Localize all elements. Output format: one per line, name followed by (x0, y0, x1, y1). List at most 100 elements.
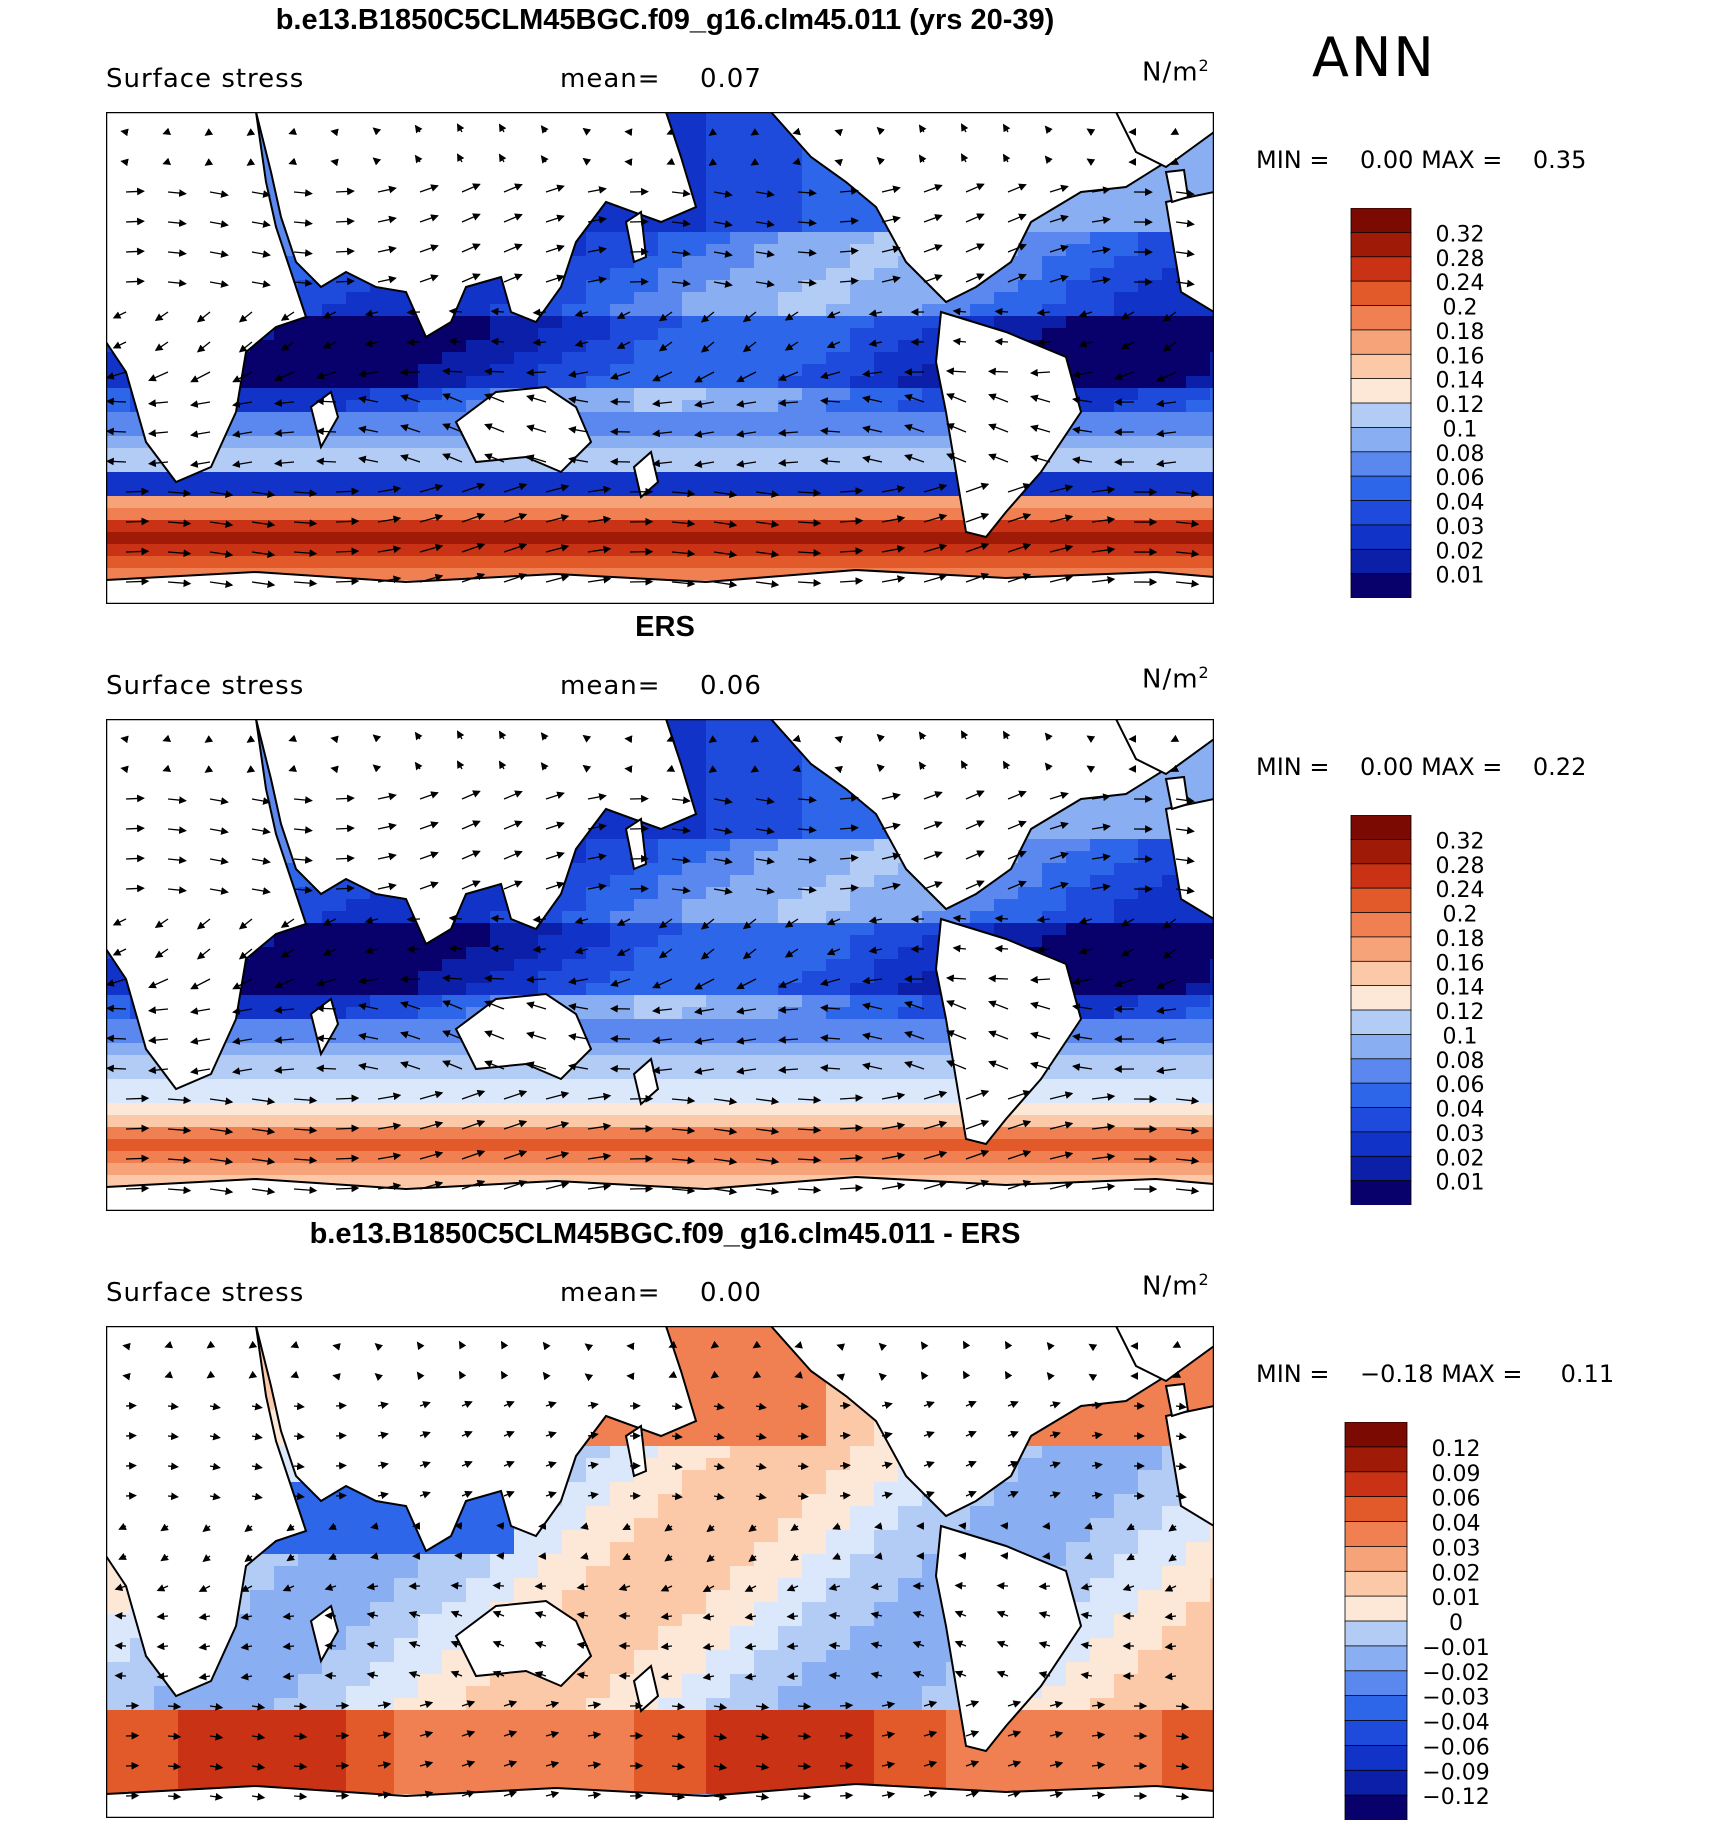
field-cell (1042, 556, 1067, 569)
field-cell (802, 1151, 827, 1164)
colorbar-swatch (1351, 1156, 1411, 1181)
field-cell (1066, 496, 1091, 509)
field-cell (1066, 887, 1091, 900)
field-cell (802, 1055, 827, 1068)
field-cell (586, 448, 611, 461)
field-cell (634, 899, 659, 912)
field-cell (730, 1019, 755, 1032)
field-cell (346, 1055, 371, 1068)
field-cell (1066, 959, 1091, 972)
field-cell (1090, 352, 1115, 365)
colorbar-tick-label: 0.06 (1436, 466, 1485, 491)
field-cell (274, 1151, 299, 1164)
field-cell (562, 1151, 587, 1164)
field-cell (274, 424, 299, 437)
field-cell (466, 364, 491, 377)
field-cell (730, 1115, 755, 1128)
field-cell (1066, 1055, 1091, 1068)
field-cell (1042, 532, 1067, 545)
field-cell (250, 959, 275, 972)
field-cell (370, 520, 395, 533)
field-cell (298, 364, 323, 377)
field-cell (466, 352, 491, 365)
field-cell (202, 1127, 227, 1140)
field-cell (1162, 328, 1187, 341)
field-cell (898, 1091, 923, 1104)
field-cell (706, 863, 731, 876)
field-cell (898, 1079, 923, 1092)
field-cell (106, 1055, 131, 1068)
colorbar-tick-label: 0.14 (1436, 369, 1485, 394)
field-cell (442, 935, 467, 948)
field-cell (682, 316, 707, 329)
field-cell (274, 532, 299, 545)
field-cell (778, 352, 803, 365)
field-cell (226, 448, 251, 461)
field-cell (754, 1103, 779, 1116)
field-cell (634, 1163, 659, 1176)
field-cell (466, 472, 491, 485)
field-cell (322, 935, 347, 948)
colorbar-swatch (1351, 306, 1411, 331)
field-cell (658, 328, 683, 341)
field-cell (706, 1350, 731, 1363)
field-cell (706, 1091, 731, 1104)
field-cell (130, 496, 155, 509)
field-cell (1090, 460, 1115, 473)
field-cell (466, 911, 491, 924)
field-cell (1066, 947, 1091, 960)
field-cell (730, 268, 755, 281)
field-cell (466, 935, 491, 948)
field-cell (730, 1043, 755, 1056)
field-cell (658, 1115, 683, 1128)
field-cell (706, 388, 731, 401)
field-cell (850, 959, 875, 972)
field-cell (1090, 947, 1115, 960)
field-cell (778, 376, 803, 389)
field-cell (826, 268, 851, 281)
field-cell (658, 1055, 683, 1068)
field-cell (1090, 340, 1115, 353)
field-cell (514, 971, 539, 984)
field-cell (682, 304, 707, 317)
field-cell (850, 280, 875, 293)
field-cell (202, 1151, 227, 1164)
colorbar-swatch (1351, 208, 1411, 233)
field-cell (850, 875, 875, 888)
field-cell (922, 556, 947, 569)
field-cell (610, 1043, 635, 1056)
field-cell (610, 508, 635, 521)
field-cell (850, 983, 875, 996)
field-cell (802, 863, 827, 876)
field-cell (1138, 364, 1163, 377)
field-cell (586, 971, 611, 984)
field-cell (586, 983, 611, 996)
field-cell (346, 1079, 371, 1092)
field-cell (730, 328, 755, 341)
field-cell (562, 971, 587, 984)
field-cell (1018, 899, 1043, 912)
field-cell (418, 947, 443, 960)
field-cell (922, 1031, 947, 1044)
field-cell (1018, 875, 1043, 888)
field-cell (1186, 947, 1211, 960)
field-cell (634, 304, 659, 317)
field-cell (730, 1139, 755, 1152)
field-cell (898, 995, 923, 1008)
field-cell (1066, 851, 1091, 864)
field-cell (562, 1127, 587, 1140)
field-cell (730, 388, 755, 401)
field-cell (706, 743, 731, 756)
field-cell (1066, 340, 1091, 353)
field-cell (658, 1043, 683, 1056)
field-cell (658, 1079, 683, 1092)
field-cell (778, 448, 803, 461)
field-cell (1018, 508, 1043, 521)
field-cell (1042, 1103, 1067, 1116)
field-cell (370, 400, 395, 413)
field-cell (778, 232, 803, 245)
field-cell (562, 364, 587, 377)
field-cell (610, 256, 635, 269)
field-cell (754, 875, 779, 888)
colorbar-swatch (1351, 913, 1411, 938)
